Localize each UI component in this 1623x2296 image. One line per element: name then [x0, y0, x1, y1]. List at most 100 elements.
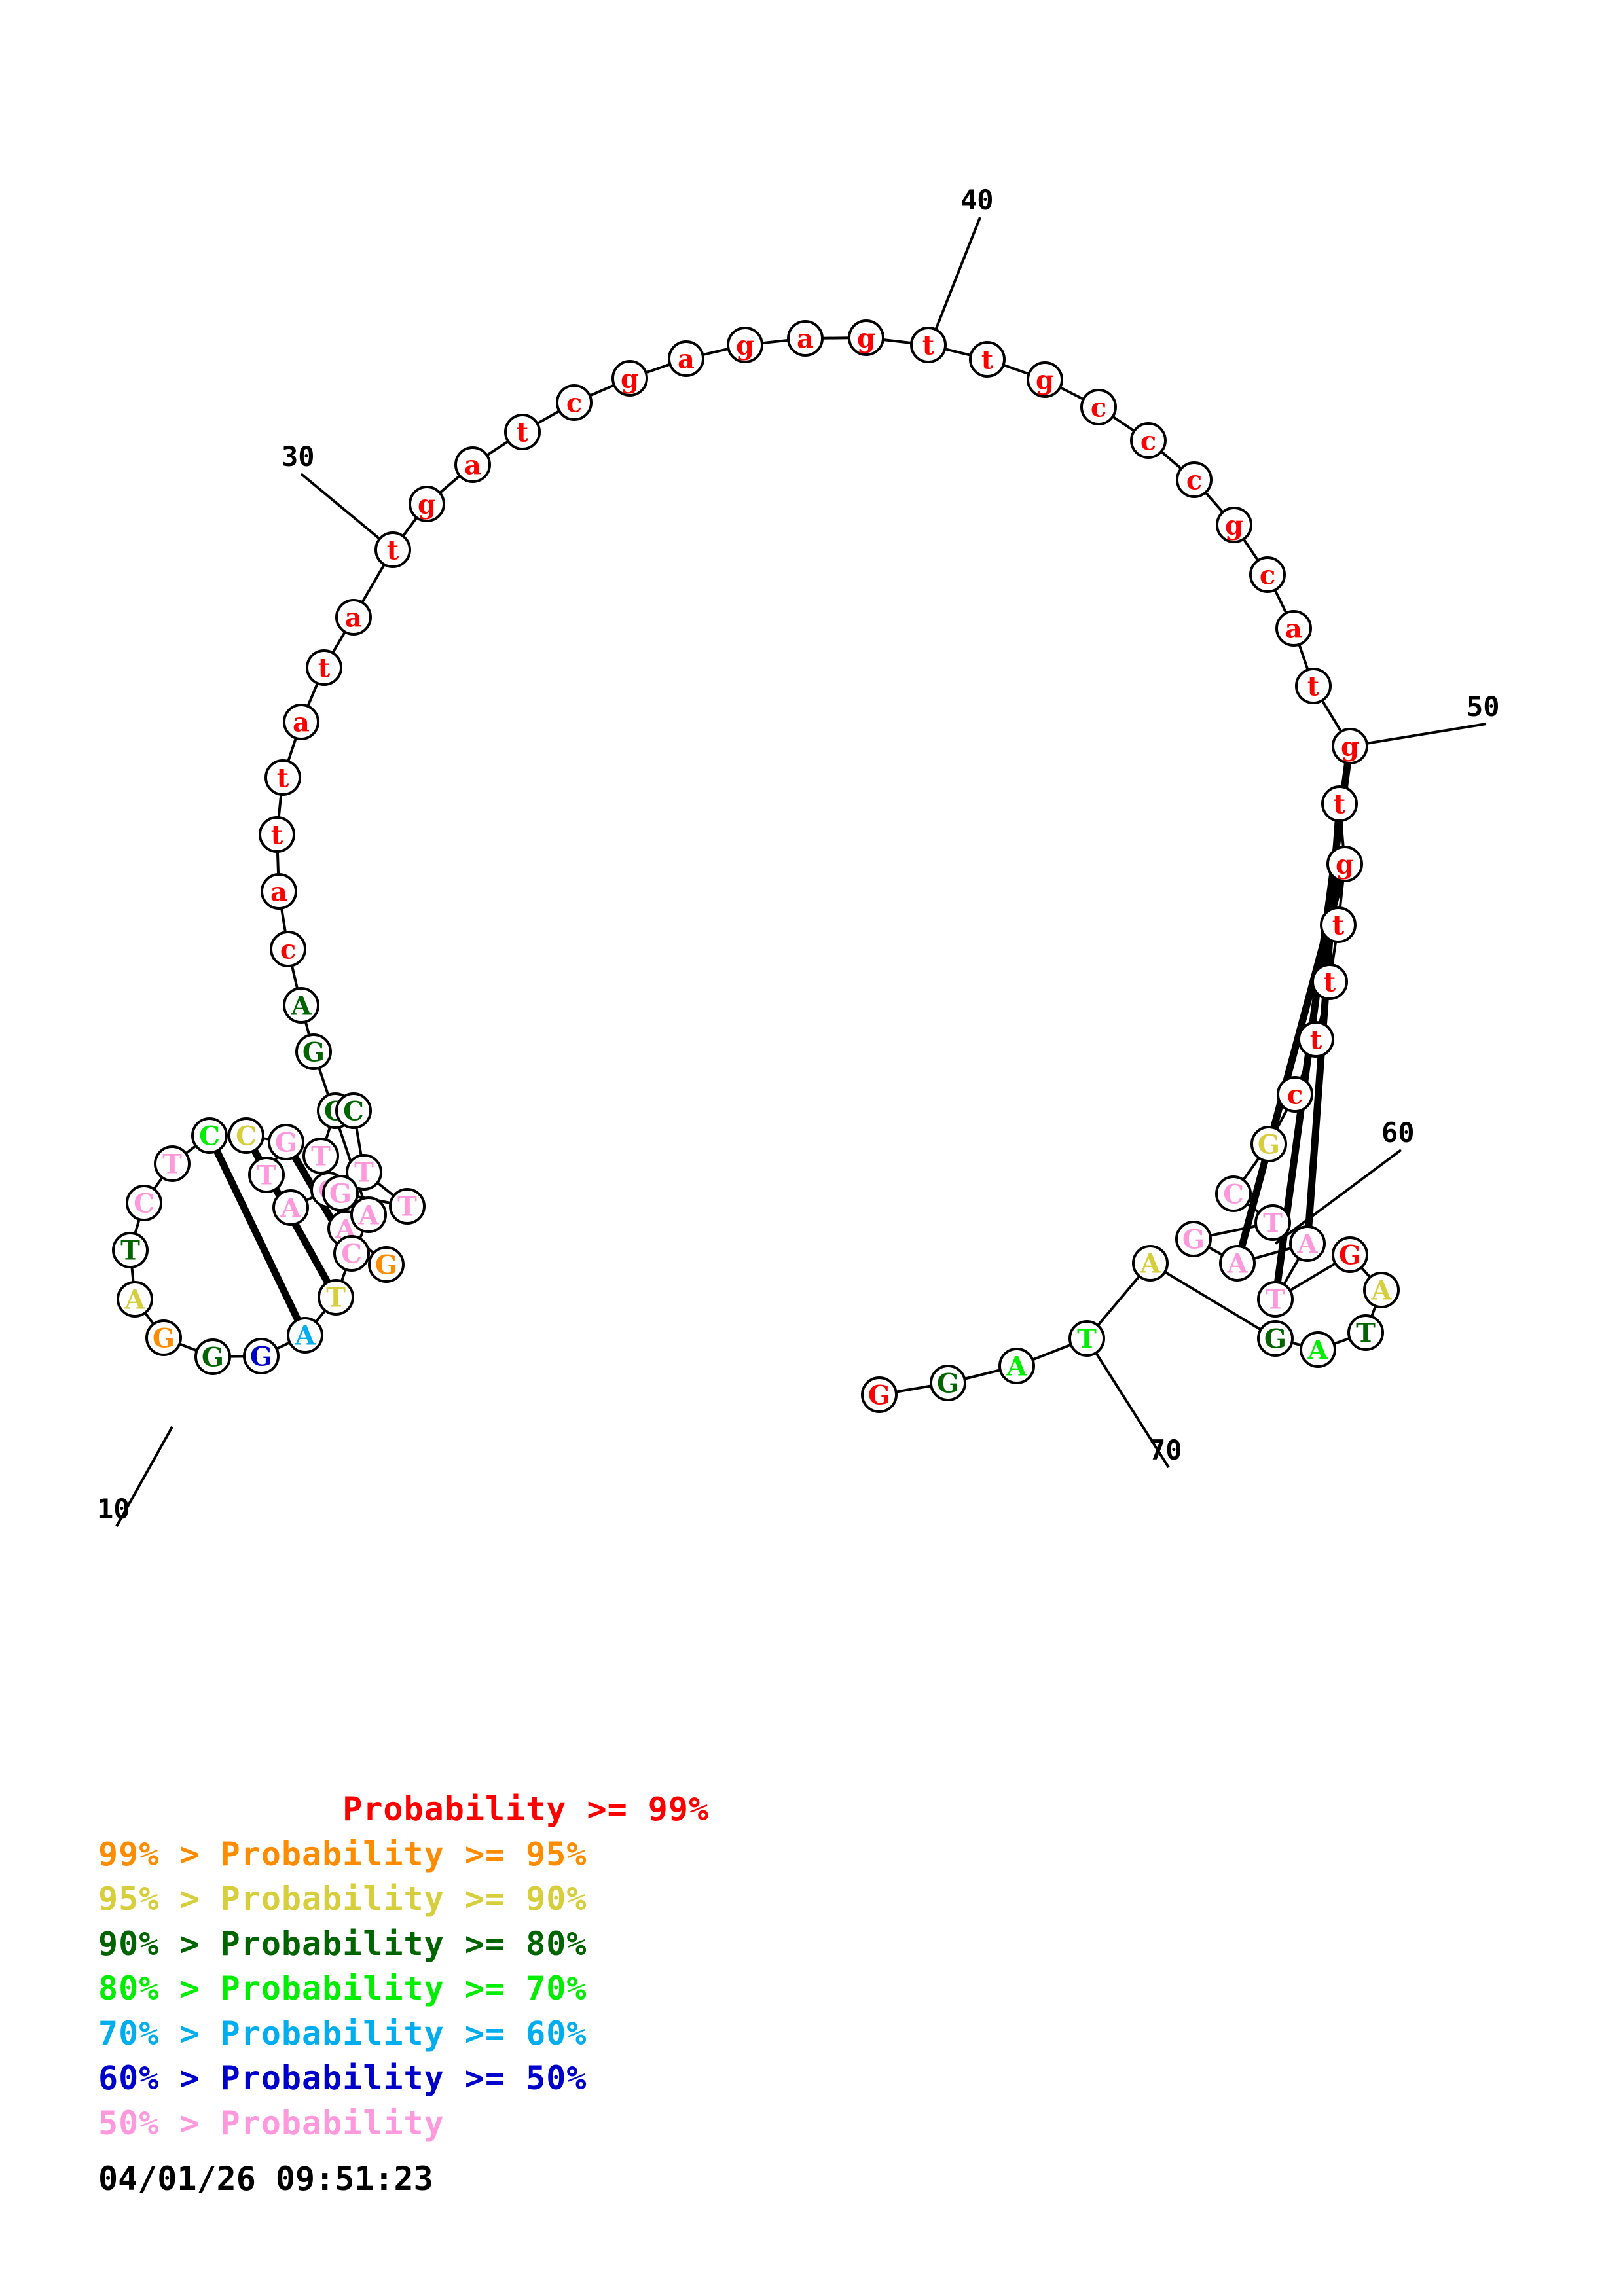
nucleotide-letter: C: [341, 1239, 362, 1270]
nucleotide[interactable]: T: [248, 1157, 285, 1193]
nucleotide-circle: [368, 1246, 405, 1283]
nucleotide-letter: c: [280, 935, 296, 965]
nucleotide[interactable]: a: [454, 446, 491, 483]
nucleotide[interactable]: T: [318, 1279, 354, 1316]
nucleotide[interactable]: T: [389, 1188, 426, 1225]
nucleotide-circle: [272, 1189, 309, 1226]
nucleotide[interactable]: C: [335, 1092, 372, 1129]
backbone-link: [702, 347, 729, 357]
nucleotide[interactable]: T: [302, 1138, 339, 1174]
nucleotide-circle: [1295, 668, 1332, 704]
nucleotide[interactable]: t: [1295, 668, 1332, 704]
nucleotide-letter: t: [318, 653, 331, 684]
backbone-link: [1059, 386, 1084, 401]
nucleotide[interactable]: a: [335, 599, 372, 636]
nucleotide[interactable]: c: [1277, 1076, 1313, 1113]
nucleotide[interactable]: t: [259, 816, 295, 853]
nucleotide[interactable]: c: [1176, 461, 1213, 498]
nucleotide[interactable]: a: [787, 320, 824, 357]
nucleotide[interactable]: C: [228, 1117, 264, 1154]
nucleotide[interactable]: a: [1275, 610, 1312, 647]
nucleotide-letter: t: [387, 535, 399, 566]
nucleotide[interactable]: a: [668, 340, 704, 377]
nucleotide[interactable]: c: [270, 931, 306, 967]
nucleotide[interactable]: A: [1363, 1272, 1400, 1308]
nucleotide[interactable]: a: [283, 704, 319, 740]
nucleotide[interactable]: T: [1257, 1281, 1294, 1318]
nucleotide-circle: [787, 320, 824, 357]
nucleotide[interactable]: G: [145, 1319, 182, 1356]
nucleotide-letter: t: [277, 763, 289, 794]
nucleotide[interactable]: c: [556, 384, 593, 421]
nucleotide[interactable]: g: [727, 327, 763, 363]
nucleotide[interactable]: t: [374, 531, 411, 568]
nucleotide[interactable]: A: [1289, 1225, 1326, 1262]
nucleotide[interactable]: A: [283, 987, 319, 1024]
nucleotide[interactable]: A: [350, 1196, 387, 1233]
nucleotide[interactable]: A: [1219, 1245, 1256, 1282]
nucleotide[interactable]: A: [998, 1348, 1035, 1384]
nucleotide[interactable]: T: [1347, 1314, 1384, 1351]
nucleotide[interactable]: T: [1254, 1204, 1291, 1241]
nucleotide-circle: [302, 1138, 339, 1174]
nucleotide-circle: [668, 340, 704, 377]
nucleotide[interactable]: g: [848, 319, 884, 356]
nucleotide-circle: [1132, 1245, 1169, 1282]
nucleotide[interactable]: t: [306, 649, 342, 686]
nucleotide[interactable]: G: [268, 1124, 304, 1160]
nucleotide[interactable]: G: [243, 1338, 280, 1374]
nucleotide[interactable]: A: [1300, 1331, 1336, 1368]
nucleotide[interactable]: G: [930, 1365, 966, 1401]
nucleotide[interactable]: c: [1249, 556, 1286, 593]
nucleotide[interactable]: G: [322, 1175, 359, 1211]
nucleotide[interactable]: t: [1298, 1021, 1334, 1058]
nucleotide-circle: [194, 1338, 231, 1375]
nucleotide[interactable]: g: [1027, 361, 1063, 398]
nucleotide[interactable]: A: [1132, 1245, 1169, 1282]
nucleotide[interactable]: t: [1311, 963, 1348, 1000]
nucleotide[interactable]: A: [117, 1281, 153, 1318]
nucleotide[interactable]: G: [1250, 1126, 1287, 1162]
nucleotide[interactable]: C: [191, 1117, 228, 1154]
nucleotide-letter: G: [202, 1342, 224, 1373]
nucleotide[interactable]: g: [409, 486, 445, 522]
nucleotide[interactable]: g: [611, 360, 648, 397]
base-pair-bond: [212, 1147, 302, 1324]
nucleotide[interactable]: t: [1320, 906, 1357, 943]
nucleotide[interactable]: G: [295, 1033, 332, 1070]
nucleotide[interactable]: g: [1216, 507, 1252, 543]
backbone-link: [1032, 1343, 1072, 1361]
nucleotide[interactable]: A: [272, 1189, 309, 1226]
backbone-link: [277, 794, 283, 818]
nucleotide-letter: G: [250, 1342, 272, 1372]
nucleotide[interactable]: T: [346, 1154, 382, 1191]
nucleotide[interactable]: T: [1068, 1320, 1105, 1357]
nucleotide[interactable]: C: [126, 1185, 162, 1221]
nucleotide-letter: T: [354, 1158, 374, 1189]
nucleotide-circle: [318, 1279, 354, 1316]
nucleotide[interactable]: G: [1332, 1236, 1368, 1273]
nucleotide[interactable]: a: [261, 873, 297, 910]
nucleotide[interactable]: G: [1257, 1320, 1294, 1357]
nucleotide[interactable]: G: [861, 1376, 898, 1413]
timestamp-label: 04/01/26 09:51:23: [98, 2160, 433, 2198]
nucleotide[interactable]: t: [910, 327, 947, 363]
nucleotide[interactable]: c: [1080, 389, 1117, 425]
nucleotide[interactable]: G: [194, 1338, 231, 1375]
nucleotide[interactable]: t: [264, 759, 301, 796]
nucleotide[interactable]: C: [333, 1235, 370, 1272]
backbone-link: [287, 738, 297, 762]
nucleotide[interactable]: C: [1215, 1175, 1252, 1212]
nucleotide[interactable]: T: [112, 1232, 149, 1268]
nucleotide[interactable]: T: [154, 1145, 191, 1182]
nucleotide[interactable]: g: [1332, 728, 1368, 764]
nucleotide-circle: [1277, 1076, 1313, 1113]
nucleotide[interactable]: g: [1326, 846, 1363, 882]
nucleotide[interactable]: t: [1321, 785, 1358, 822]
nucleotide[interactable]: G: [368, 1246, 405, 1283]
nucleotide[interactable]: t: [504, 414, 541, 450]
nucleotide[interactable]: A: [287, 1317, 323, 1354]
nucleotide[interactable]: G: [1175, 1221, 1212, 1257]
nucleotide[interactable]: t: [969, 341, 1006, 378]
nucleotide[interactable]: c: [1130, 422, 1167, 459]
